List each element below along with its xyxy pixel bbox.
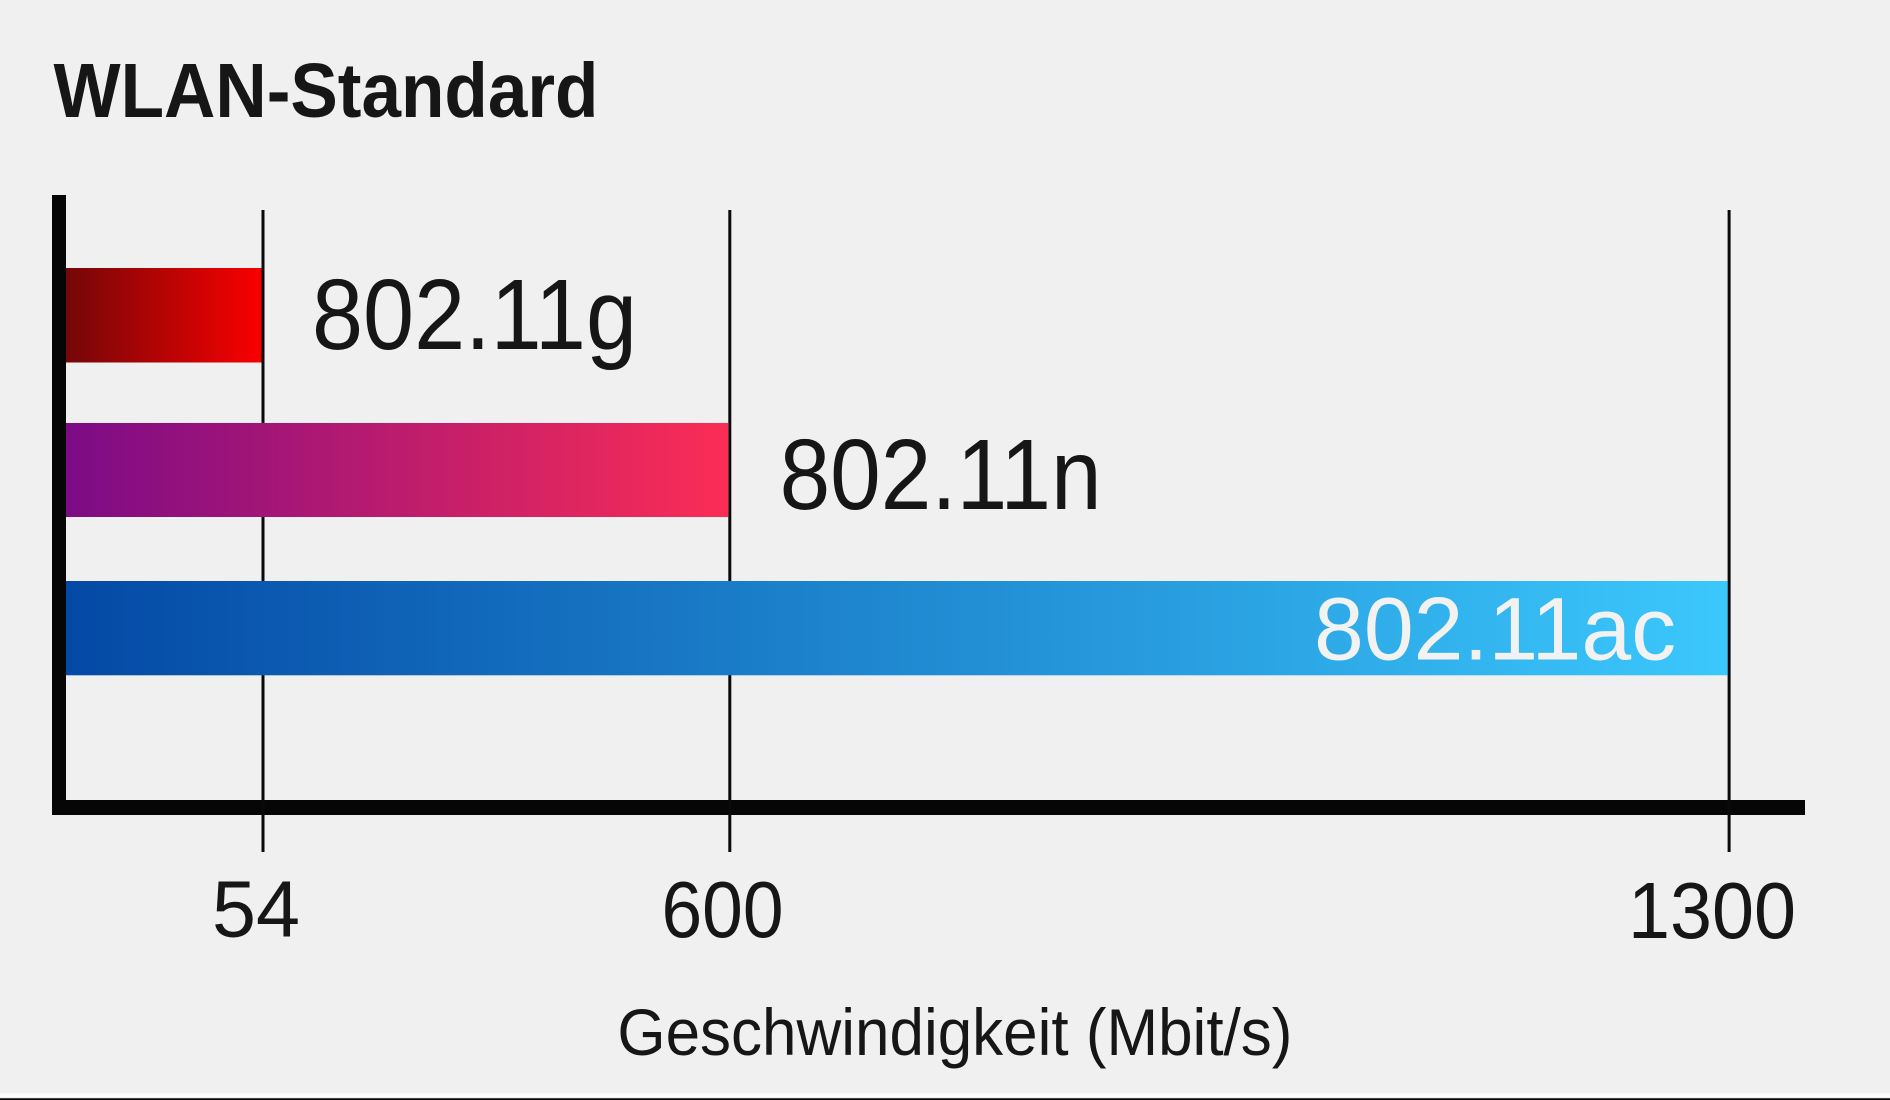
svg-text:WLAN-Standard: WLAN-Standard bbox=[54, 48, 599, 134]
svg-text:802.11g: 802.11g bbox=[312, 259, 637, 371]
svg-text:802.11n: 802.11n bbox=[780, 419, 1102, 531]
svg-text:1300: 1300 bbox=[1628, 866, 1796, 955]
svg-text:Geschwindigkeit (Mbit/s): Geschwindigkeit (Mbit/s) bbox=[617, 995, 1292, 1069]
svg-text:600: 600 bbox=[662, 865, 784, 954]
svg-text:802.11ac: 802.11ac bbox=[1314, 578, 1676, 678]
svg-text:54: 54 bbox=[212, 865, 300, 954]
